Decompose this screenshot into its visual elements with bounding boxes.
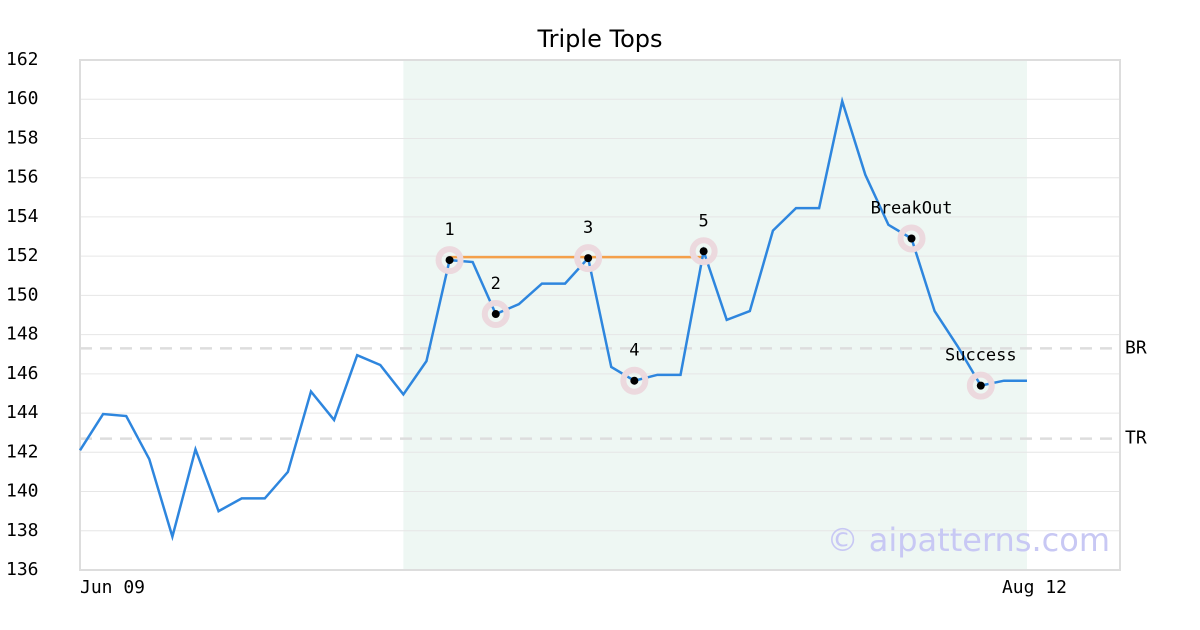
- point-halo: [481, 300, 510, 329]
- point-dot: [976, 381, 985, 390]
- point-dot: [491, 310, 500, 319]
- y-tick-label: 156: [6, 167, 39, 188]
- point-label: 3: [583, 218, 593, 238]
- x-tick-label: Aug 12: [1002, 577, 1067, 598]
- y-tick-label: 142: [6, 441, 39, 462]
- point-halo: [897, 224, 926, 253]
- point-halo: [620, 366, 649, 395]
- point-label: 5: [699, 211, 709, 231]
- y-tick-label: 144: [6, 402, 39, 423]
- point-dot: [699, 247, 708, 256]
- level-label: BR: [1125, 337, 1147, 358]
- y-tick-label: 158: [6, 127, 39, 148]
- x-tick-label: Jun 09: [80, 577, 145, 598]
- chart-title: Triple Tops: [537, 25, 663, 53]
- y-tick-label: 150: [6, 284, 39, 305]
- y-tick-label: 160: [6, 88, 39, 109]
- point-dot: [907, 234, 916, 243]
- y-tick-label: 146: [6, 363, 39, 384]
- y-tick-label: 138: [6, 520, 39, 541]
- point-halo: [435, 246, 464, 275]
- point-label: Success: [945, 346, 1017, 366]
- y-tick-label: 136: [6, 559, 39, 580]
- y-tick-label: 140: [6, 481, 39, 502]
- level-label: TR: [1125, 428, 1147, 449]
- point-dot: [584, 254, 593, 263]
- y-tick-label: 162: [6, 49, 39, 70]
- point-label: BreakOut: [871, 199, 953, 219]
- point-dot: [445, 256, 454, 265]
- y-tick-label: 152: [6, 245, 39, 266]
- y-tick-label: 148: [6, 324, 39, 345]
- point-label: 1: [444, 220, 454, 240]
- price-line: [78, 96, 1027, 542]
- y-tick-label: 154: [6, 206, 39, 227]
- point-halo: [689, 237, 718, 266]
- point-dot: [630, 376, 639, 385]
- plot-frame: [79, 59, 1121, 571]
- watermark: © aipatterns.com: [827, 521, 1110, 559]
- point-halo: [966, 371, 995, 400]
- point-label: 4: [629, 341, 639, 361]
- point-halo: [574, 244, 603, 273]
- point-label: 2: [491, 274, 501, 294]
